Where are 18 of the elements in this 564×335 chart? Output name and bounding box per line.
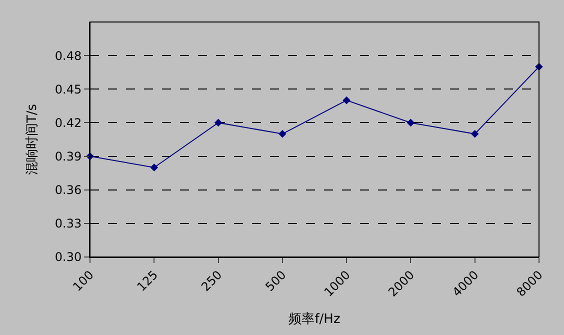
x-tick-label: 250 [198,268,225,294]
y-tick-label: 0.33 [54,216,82,231]
y-tick-label: 0.45 [54,82,82,96]
x-tick-label: 500 [262,268,289,294]
point [278,130,286,138]
x-tick-label: 100 [70,268,96,294]
point [214,118,222,127]
point [342,96,350,104]
y-tick-label: 0.39 [54,149,82,164]
x-axis-title: 频率f/Hz [288,310,340,327]
y-tick-label: 0.48 [54,48,82,63]
point [150,164,158,172]
y-tick-label: 0.42 [54,116,82,130]
y-axis-title: 混响时间T/s [24,104,40,176]
y-tick-label: 0.36 [54,183,82,198]
point [470,130,479,138]
point [406,118,415,127]
y-tick-label: 0.30 [54,250,82,264]
